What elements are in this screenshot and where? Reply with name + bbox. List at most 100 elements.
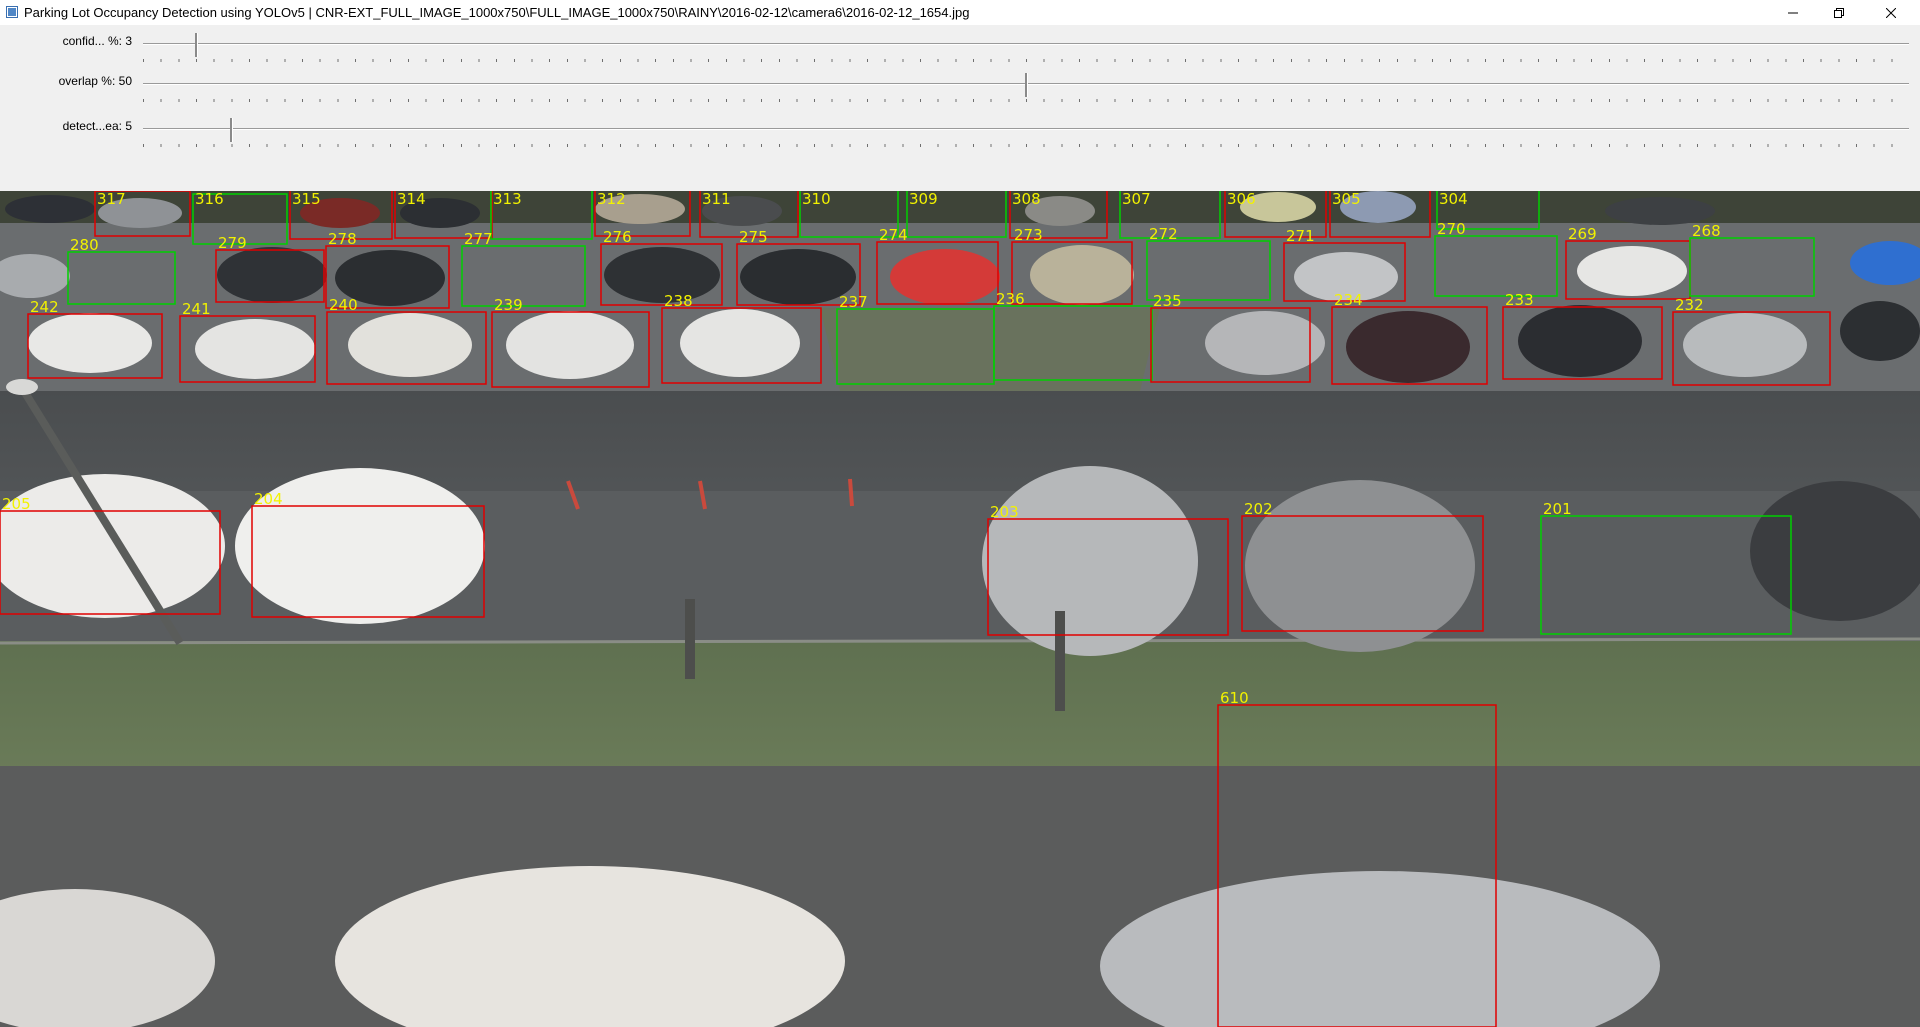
car — [1025, 196, 1095, 226]
car — [1245, 480, 1475, 652]
spot-box — [1436, 191, 1540, 230]
spot-label: 239 — [494, 296, 523, 314]
confidence-slider-thumb[interactable] — [194, 33, 198, 57]
spot-label: 269 — [1568, 225, 1597, 243]
car — [195, 319, 315, 379]
overlap-slider-thumb[interactable] — [1025, 73, 1028, 97]
spot-234: 234 — [1331, 291, 1488, 385]
close-icon — [1886, 7, 1896, 18]
car — [680, 309, 800, 377]
spot-label: 272 — [1149, 225, 1178, 243]
car — [595, 194, 685, 224]
spot-label: 240 — [329, 296, 358, 314]
spot-610: 610 — [1217, 689, 1497, 1027]
overlap-label: overlap %: 50 — [58, 74, 132, 88]
spot-box — [289, 191, 393, 240]
spot-313: 313 — [490, 191, 593, 240]
spot-240: 240 — [326, 296, 487, 385]
close-button[interactable] — [1868, 0, 1914, 25]
spot-204: 204 — [251, 490, 485, 618]
spot-box — [325, 245, 450, 309]
spot-box — [394, 191, 493, 239]
spot-box — [1241, 515, 1484, 632]
spot-box — [799, 191, 899, 238]
spot-202: 202 — [1241, 500, 1484, 632]
spot-box — [699, 191, 799, 238]
spot-box — [326, 311, 487, 385]
spot-box — [491, 311, 650, 388]
spot-280: 280 — [67, 236, 176, 305]
car — [604, 247, 720, 303]
spot-203: 203 — [987, 503, 1229, 636]
minimize-button[interactable] — [1770, 0, 1816, 25]
spot-238: 238 — [661, 292, 822, 384]
spot-label: 279 — [218, 234, 247, 252]
spot-label: 236 — [996, 290, 1025, 308]
spot-label: 202 — [1244, 500, 1273, 518]
spot-label: 316 — [195, 191, 224, 208]
confidence-label: confid... %: 3 — [62, 34, 132, 48]
overlap-trackbar[interactable]: overlap %: 50 — [0, 69, 1920, 109]
spot-label: 242 — [30, 298, 59, 316]
spot-label: 201 — [1543, 500, 1572, 518]
spot-box — [1329, 191, 1431, 238]
spot-box — [461, 245, 586, 307]
spot-271: 271 — [1283, 227, 1406, 302]
spot-label: 305 — [1332, 191, 1361, 208]
spot-box — [251, 505, 485, 618]
car — [1605, 197, 1715, 225]
detect-area-slider-thumb[interactable] — [230, 118, 234, 142]
spot-box — [906, 191, 1007, 238]
spot-268: 268 — [1689, 222, 1815, 297]
spot-box — [1540, 515, 1792, 635]
spot-label: 237 — [839, 293, 868, 311]
spot-box — [876, 241, 999, 305]
car — [0, 889, 215, 1027]
car — [740, 249, 856, 305]
spot-label: 203 — [990, 503, 1019, 521]
bollard — [566, 480, 580, 510]
confidence-trackbar[interactable]: confid... %: 3 — [0, 29, 1920, 69]
spot-label: 235 — [1153, 292, 1182, 310]
spot-box — [490, 191, 593, 240]
car — [400, 198, 480, 228]
spot-label: 274 — [879, 226, 908, 244]
confidence-track[interactable] — [143, 43, 1909, 45]
spot-label: 278 — [328, 230, 357, 248]
car — [890, 249, 1000, 305]
maximize-button[interactable] — [1816, 0, 1862, 25]
spot-box — [1119, 191, 1221, 239]
car — [235, 468, 485, 624]
spot-label: 233 — [1505, 291, 1534, 309]
car — [1750, 481, 1920, 621]
car — [1205, 311, 1325, 375]
spot-box — [1224, 191, 1327, 238]
spot-label: 238 — [664, 292, 693, 310]
spot-232: 232 — [1672, 296, 1831, 386]
spot-box — [1283, 242, 1406, 302]
spot-309: 309 — [906, 191, 1007, 238]
car — [0, 474, 225, 618]
spot-236: 236 — [993, 290, 1153, 381]
car — [1030, 245, 1134, 305]
spot-label: 317 — [97, 191, 126, 208]
spot-box — [600, 243, 723, 306]
spot-box — [27, 313, 163, 379]
spot-276: 276 — [600, 228, 723, 306]
car — [1100, 871, 1660, 1027]
spot-box — [594, 191, 691, 237]
overlap-ticks — [143, 99, 1909, 102]
spot-box — [736, 243, 861, 306]
spot-label: 610 — [1220, 689, 1249, 707]
detect-area-trackbar[interactable]: detect...ea: 5 — [0, 114, 1920, 154]
spot-label: 310 — [802, 191, 831, 208]
spot-279: 279 — [215, 234, 325, 303]
car — [1240, 192, 1316, 222]
lamp-head — [6, 379, 38, 395]
detect-area-track[interactable] — [143, 128, 1909, 130]
spot-box — [67, 251, 176, 305]
spot-307: 307 — [1119, 191, 1221, 239]
window-title: Parking Lot Occupancy Detection using YO… — [24, 5, 970, 20]
spot-315: 315 — [289, 191, 393, 240]
spot-box — [1434, 235, 1558, 297]
